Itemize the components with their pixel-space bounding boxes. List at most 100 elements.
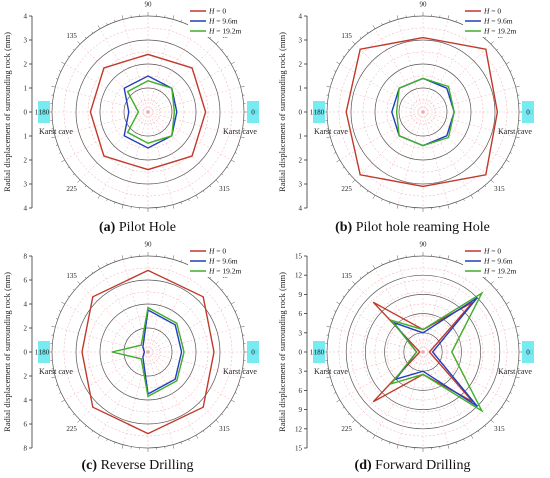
y-tick-label: 2	[24, 61, 28, 69]
outer-tick	[195, 435, 199, 439]
legend-label: H = 0	[483, 7, 501, 16]
outer-tick	[84, 36, 87, 39]
panel-b: Radial displacement of surrounding rock …	[275, 0, 550, 215]
outer-tick	[238, 384, 241, 386]
outer-tick	[336, 61, 340, 65]
outer-tick	[515, 325, 520, 328]
outer-tick	[231, 159, 235, 163]
karst-cave-label-left: Karst cave	[314, 367, 348, 376]
legend-label: H = 0	[208, 247, 226, 256]
legend-label: H = 9.6m	[483, 257, 513, 266]
outer-tick	[326, 376, 331, 379]
outer-tick	[501, 55, 504, 58]
y-axis-label: Radial displacement of surrounding rock …	[2, 32, 12, 192]
y-tick-label: 2	[24, 373, 28, 381]
outer-tick	[221, 288, 224, 291]
outer-tick	[463, 198, 465, 201]
karst-marker-right	[522, 101, 534, 123]
outer-tick	[359, 425, 362, 428]
grid-spoke	[147, 259, 174, 353]
outer-tick	[336, 301, 340, 305]
grid-spoke	[339, 351, 424, 401]
series-line-1	[123, 75, 178, 149]
angle-label: 90	[420, 241, 428, 249]
y-tick-label: 2	[299, 157, 303, 165]
outer-tick	[231, 301, 235, 305]
outer-tick	[67, 295, 70, 298]
outer-tick	[342, 295, 345, 298]
karst-marker-left	[38, 341, 50, 363]
outer-tick	[477, 430, 480, 433]
series-line-2	[126, 80, 176, 144]
outer-tick	[372, 25, 376, 29]
grid-spoke	[147, 19, 174, 113]
grid-spoke	[339, 111, 424, 161]
outer-tick	[221, 173, 224, 176]
outer-tick	[59, 70, 62, 72]
grid-spoke	[64, 351, 149, 401]
outer-tick	[188, 198, 190, 201]
grid-spoke	[147, 111, 241, 138]
grid-spoke	[339, 63, 424, 113]
grid-spoke	[354, 43, 424, 113]
caption-a-text: Pilot Hole	[118, 220, 176, 235]
outer-tick	[221, 48, 224, 51]
outer-tick	[234, 70, 237, 72]
outer-tick	[509, 392, 512, 394]
angle-label-180: 180	[39, 349, 50, 357]
outer-tick	[209, 185, 212, 188]
outer-tick	[455, 442, 457, 445]
outer-tick	[72, 288, 75, 291]
outer-tick	[381, 438, 383, 441]
grid	[48, 252, 248, 452]
outer-tick	[506, 61, 510, 65]
outer-tick	[51, 325, 56, 328]
outer-tick	[180, 19, 182, 22]
legend-label: H = 9.6m	[208, 257, 238, 266]
y-tick-label: 1	[24, 85, 28, 93]
outer-tick	[209, 276, 212, 279]
outer-tick	[97, 265, 101, 269]
grid-spoke	[374, 351, 424, 436]
caption-c-text: Reverse Drilling	[100, 458, 194, 473]
outer-tick	[172, 444, 175, 449]
series-line-1	[391, 77, 455, 147]
grid-spoke	[147, 351, 232, 401]
grid-spoke	[354, 111, 424, 181]
outer-tick	[180, 202, 182, 205]
outer-tick	[513, 318, 516, 320]
outer-tick	[447, 255, 450, 260]
outer-tick	[381, 198, 383, 201]
karst-cave-label-right: Karst cave	[223, 367, 257, 376]
outer-tick	[509, 70, 512, 72]
outer-tick	[515, 136, 520, 139]
outer-tick	[195, 195, 199, 199]
outer-tick	[330, 384, 333, 386]
outer-tick	[209, 425, 212, 428]
angle-label: 90	[145, 1, 153, 9]
grid-spoke	[422, 19, 449, 113]
outer-tick	[501, 166, 504, 169]
angle-label: 315	[494, 185, 505, 193]
panel-c: Radial displacement of surrounding rock …	[0, 240, 275, 455]
y-tick-label: 4	[24, 397, 28, 405]
outer-tick	[77, 179, 81, 183]
outer-tick	[231, 61, 235, 65]
outer-tick	[72, 48, 75, 51]
outer-tick	[77, 419, 81, 423]
angle-label: 315	[219, 185, 230, 193]
outer-tick	[470, 195, 474, 199]
outer-tick	[226, 295, 229, 298]
y-tick-label: 6	[299, 387, 303, 395]
y-tick-label: 9	[299, 406, 303, 414]
y-tick-label: 3	[299, 181, 303, 189]
outer-tick	[484, 36, 487, 39]
y-tick-label: 3	[299, 368, 303, 376]
y-tick-label: 2	[299, 61, 303, 69]
outer-tick	[234, 152, 237, 154]
grid	[323, 12, 523, 212]
karst-marker-right	[522, 341, 534, 363]
karst-cave-label-left: Karst cave	[39, 367, 73, 376]
grid-spoke	[147, 111, 197, 196]
outer-tick	[240, 325, 245, 328]
